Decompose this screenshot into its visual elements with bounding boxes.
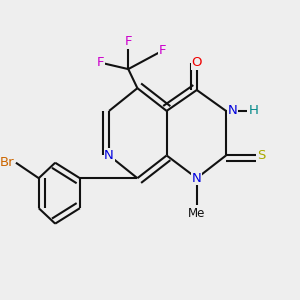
Text: O: O: [191, 56, 202, 69]
Text: F: F: [124, 35, 132, 48]
Text: Br: Br: [0, 156, 14, 169]
Text: Me: Me: [188, 207, 206, 220]
Text: N: N: [227, 104, 237, 117]
Text: S: S: [257, 149, 266, 162]
Text: N: N: [104, 149, 114, 162]
Text: H: H: [248, 104, 258, 117]
Text: N: N: [192, 172, 202, 185]
Text: F: F: [97, 56, 105, 69]
Text: F: F: [158, 44, 166, 57]
